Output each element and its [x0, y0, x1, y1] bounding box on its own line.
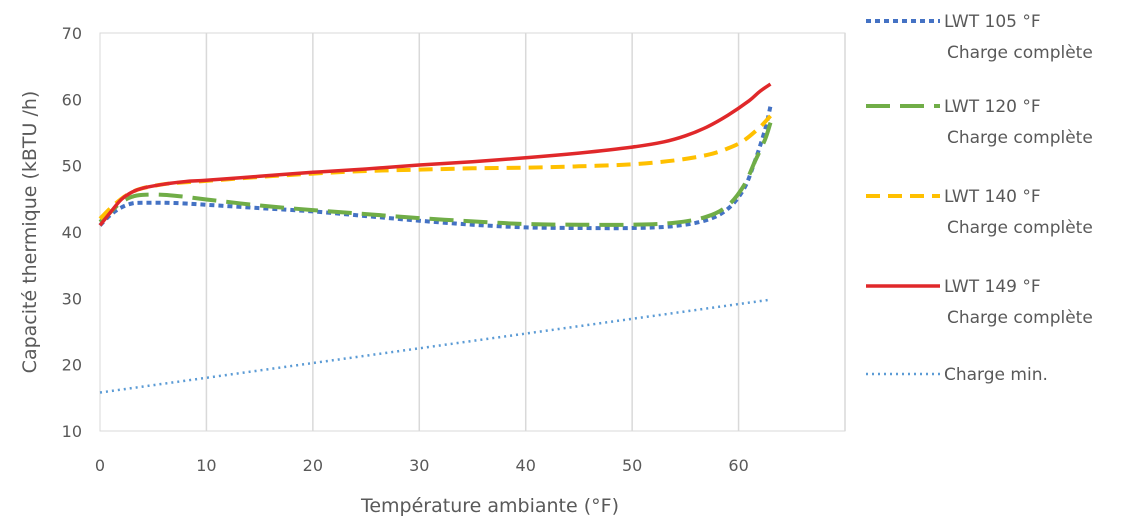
legend-sublabel: Charge complète	[947, 128, 1093, 148]
legend-label: Charge min.	[944, 365, 1048, 385]
series-line-2	[98, 121, 773, 227]
y-tick-label: 40	[62, 223, 82, 242]
legend: LWT 105 °F Charge complète LWT 120 °F Charg…	[866, 12, 1093, 385]
legend-sublabel: Charge complète	[947, 43, 1093, 63]
legend-item-4: LWT 149 °F Charge complète	[866, 277, 1093, 328]
x-tick-label: 30	[409, 456, 429, 475]
legend-item-2: LWT 120 °F Charge complète	[866, 97, 1093, 148]
x-tick-label: 20	[303, 456, 323, 475]
y-tick-label: 10	[62, 422, 82, 441]
series-line-4	[98, 82, 772, 227]
legend-item-1: LWT 105 °F Charge complète	[866, 12, 1093, 63]
series-layer	[98, 82, 773, 394]
legend-label: LWT 105 °F	[944, 12, 1041, 32]
legend-label: LWT 120 °F	[944, 97, 1041, 117]
y-axis-ticks: 10 20 30 40 50 60 70	[62, 24, 82, 441]
series-line-5	[99, 298, 771, 394]
x-tick-label: 0	[95, 456, 105, 475]
y-axis-title: Capacité thermique (kBTU /h)	[19, 91, 41, 374]
legend-item-5: Charge min.	[866, 365, 1048, 385]
x-axis-title: Température ambiante (°F)	[360, 495, 619, 517]
legend-sublabel: Charge complète	[947, 308, 1093, 328]
x-tick-label: 10	[196, 456, 216, 475]
x-tick-label: 40	[516, 456, 536, 475]
y-tick-label: 30	[62, 289, 82, 308]
plot-area	[99, 32, 846, 432]
grid	[205, 33, 846, 431]
legend-label: LWT 140 °F	[944, 187, 1041, 207]
y-tick-label: 20	[62, 356, 82, 375]
legend-label: LWT 149 °F	[944, 277, 1041, 297]
x-axis-ticks: 0 10 20 30 40 50 60	[95, 456, 749, 475]
series-line-1	[98, 105, 773, 231]
x-tick-label: 50	[622, 456, 642, 475]
y-tick-label: 50	[62, 157, 82, 176]
x-tick-label: 60	[728, 456, 748, 475]
y-tick-label: 60	[62, 90, 82, 109]
legend-sublabel: Charge complète	[947, 218, 1093, 238]
y-tick-label: 70	[62, 24, 82, 43]
legend-item-3: LWT 140 °F Charge complète	[866, 187, 1093, 238]
